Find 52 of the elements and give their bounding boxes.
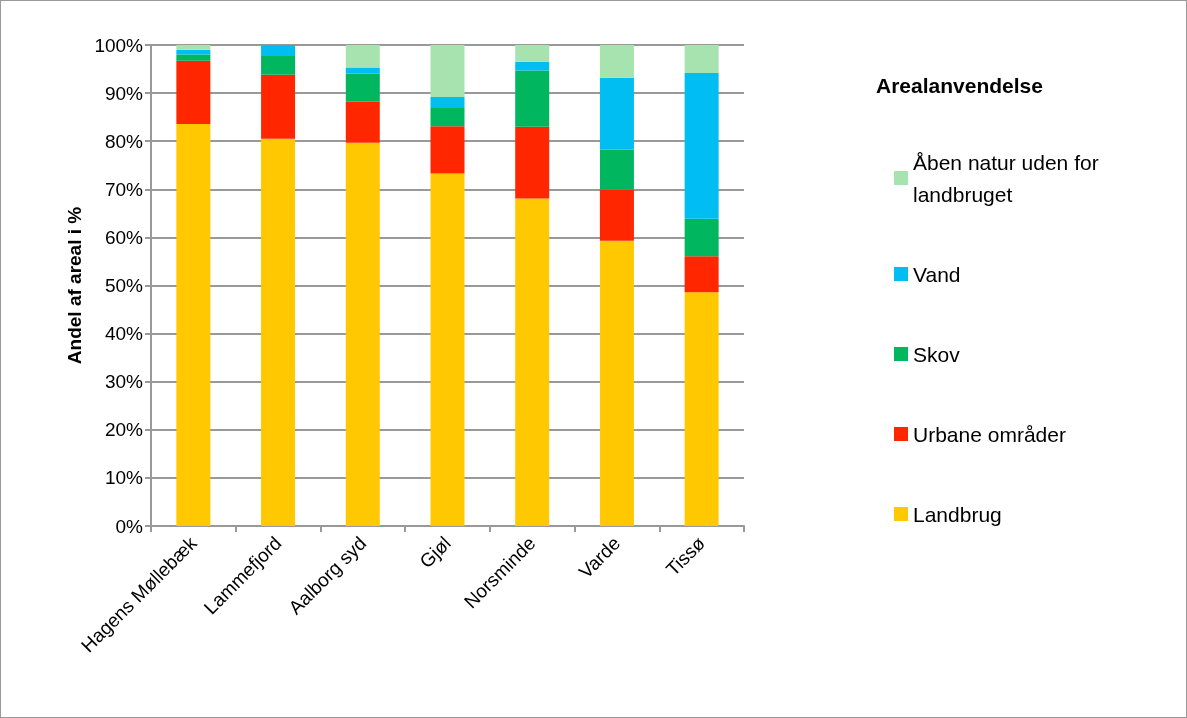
y-tick-label: 20% [104, 419, 144, 441]
y-tick-label: 80% [104, 130, 144, 152]
y-tick-label: 10% [104, 467, 144, 489]
legend-label: Vand [913, 262, 961, 286]
bar [176, 49, 211, 55]
bar [430, 126, 465, 174]
bar [176, 45, 211, 50]
bar [261, 74, 296, 139]
bar [515, 198, 550, 526]
bar [261, 45, 296, 57]
legend-title: Arealanvendelse [876, 74, 1043, 97]
y-tick-label: 100% [94, 34, 144, 56]
bar [515, 126, 550, 199]
bar [345, 73, 380, 102]
y-tick-label: 60% [104, 226, 144, 248]
bar [345, 101, 380, 143]
legend-label: Åben natur uden for landbruget [913, 150, 1105, 206]
bar [684, 218, 719, 257]
bar [430, 173, 465, 526]
bar [515, 45, 550, 62]
y-axis-title: Andel af areal i % [63, 206, 85, 365]
y-tick-label: 30% [104, 371, 144, 393]
x-tick-label: Gjøl [415, 532, 455, 573]
legend-label: Urbane områder [913, 422, 1066, 446]
y-tick-label: 0% [115, 515, 144, 537]
y-tick-label: 50% [104, 275, 144, 296]
y-tick-label: 40% [104, 323, 144, 345]
bar [599, 149, 634, 190]
bar [684, 45, 719, 73]
bar [599, 189, 634, 241]
legend-label: Skov [913, 342, 961, 366]
bar [599, 240, 634, 526]
bar [599, 45, 634, 78]
bar [684, 72, 719, 219]
bar [515, 70, 550, 127]
bar [430, 96, 465, 109]
bar [430, 45, 465, 97]
y-tick-label: 90% [104, 82, 144, 104]
bar [684, 292, 719, 526]
bar [345, 142, 380, 526]
bar [261, 138, 296, 526]
bar [599, 77, 634, 150]
bar [345, 45, 380, 68]
bar [261, 56, 296, 75]
bar [515, 61, 550, 71]
bar [430, 108, 465, 127]
legend-label: Landbrug [913, 502, 1002, 526]
bar [684, 256, 719, 293]
bar [176, 60, 211, 124]
bar [176, 54, 211, 61]
y-tick-label: 70% [104, 178, 144, 200]
bar [176, 123, 211, 526]
